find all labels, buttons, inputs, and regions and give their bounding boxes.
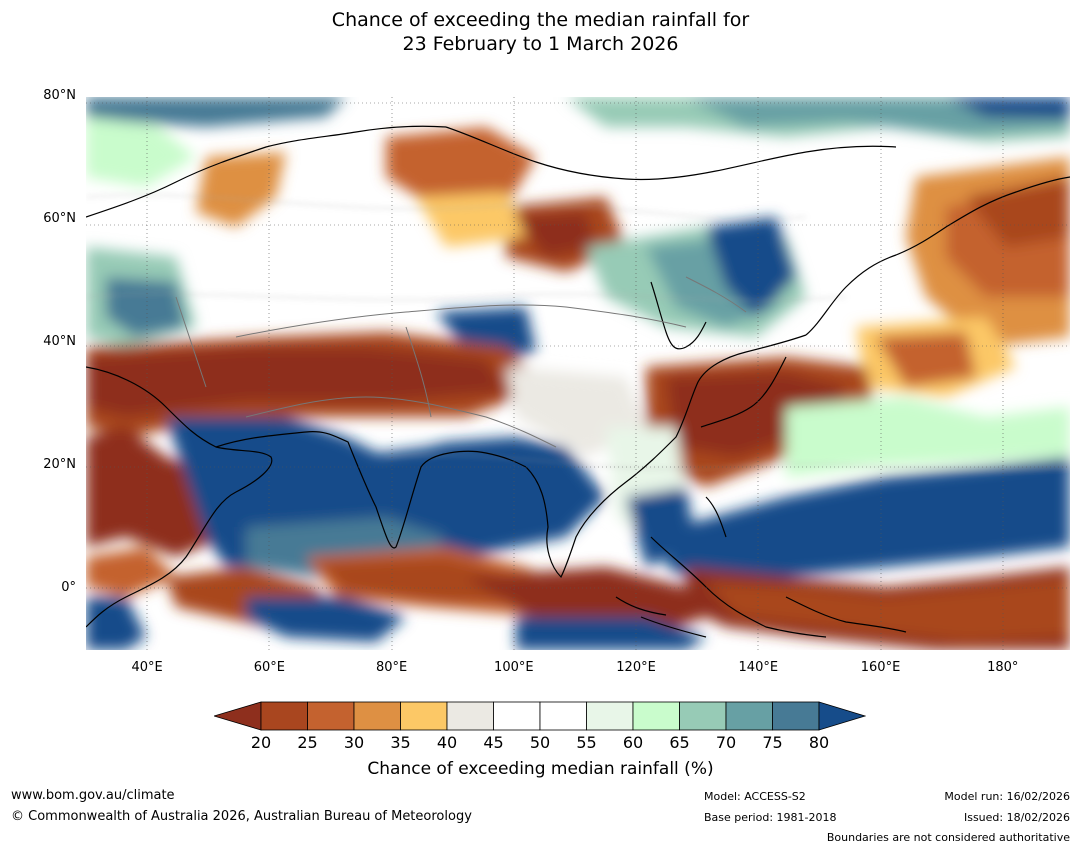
colorbar-tick-label: 25 bbox=[297, 733, 318, 752]
colorbar-bin bbox=[307, 701, 355, 731]
longitude-tick-label: 80°E bbox=[375, 660, 408, 675]
colorbar-bin bbox=[539, 701, 587, 731]
coastlines bbox=[86, 125, 1070, 638]
colorbar-tick-label: 65 bbox=[669, 733, 690, 752]
colorbar-bin bbox=[493, 701, 541, 731]
colorbar-tick-label: 80 bbox=[808, 733, 830, 752]
colorbar-bin bbox=[772, 701, 820, 731]
rainfall-map bbox=[86, 97, 1070, 650]
colorbar-title: Chance of exceeding median rainfall (%) bbox=[367, 759, 714, 779]
colorbar-tick-label: 20 bbox=[250, 733, 272, 752]
footer-model: Model: ACCESS-S2 bbox=[704, 790, 806, 803]
latitude-tick-label: 0° bbox=[61, 579, 76, 595]
colorbar-bin bbox=[679, 701, 727, 731]
footer-base-period: Base period: 1981-2018 bbox=[704, 811, 837, 824]
colorbar-bin bbox=[586, 701, 634, 731]
footer-issued: Issued: 18/02/2026 bbox=[963, 811, 1070, 824]
longitude-tick-label: 40°E bbox=[131, 660, 163, 675]
colorbar-tick-label: 40 bbox=[436, 733, 458, 752]
colorbar-extend-low bbox=[214, 701, 262, 731]
colorbar-tick-label: 35 bbox=[390, 733, 411, 752]
footer-disclaimer: Boundaries are not considered authoritat… bbox=[826, 831, 1070, 844]
rainfall-map-canvas bbox=[86, 97, 1070, 650]
colorbar-bin bbox=[260, 701, 308, 731]
map-title-line-1: Chance of exceeding the median rainfall … bbox=[331, 9, 750, 31]
colorbar-tick-label: 50 bbox=[529, 733, 551, 752]
longitude-tick-label: 60°E bbox=[253, 660, 285, 675]
longitude-tick-label: 100°E bbox=[494, 660, 534, 675]
colorbar-tick-label: 55 bbox=[576, 733, 597, 752]
colorbar-tick-label: 45 bbox=[483, 733, 504, 752]
graticule bbox=[86, 97, 1070, 650]
colorbar-extend-high bbox=[818, 701, 866, 731]
country-borders bbox=[175, 276, 747, 448]
colorbar-bin bbox=[632, 701, 680, 731]
longitude-tick-label: 160°E bbox=[860, 660, 901, 675]
probability-field bbox=[86, 97, 1070, 650]
colorbar-tick-label: 60 bbox=[622, 733, 644, 752]
longitude-tick-label: 140°E bbox=[738, 660, 779, 675]
footer-model-run: Model run: 16/02/2026 bbox=[944, 790, 1070, 803]
colorbar-tick-label: 75 bbox=[762, 733, 783, 752]
map-title-line-2: 23 February to 1 March 2026 bbox=[402, 33, 679, 55]
latitude-tick-label: 60°N bbox=[43, 210, 76, 226]
latitude-tick-label: 40°N bbox=[43, 333, 76, 349]
colorbar-bin bbox=[446, 701, 494, 731]
longitude-tick-label: 120°E bbox=[616, 660, 656, 675]
footer-url: www.bom.gov.au/climate bbox=[11, 788, 175, 803]
colorbar-bin bbox=[725, 701, 773, 731]
colorbar-tick-label: 70 bbox=[715, 733, 737, 752]
colorbar-tick-label: 30 bbox=[343, 733, 365, 752]
colorbar-bin bbox=[400, 701, 448, 731]
longitude-tick-label: 180° bbox=[987, 660, 1019, 675]
footer-copyright: © Commonwealth of Australia 2026, Austra… bbox=[11, 809, 472, 824]
latitude-tick-label: 20°N bbox=[43, 456, 76, 472]
latitude-tick-label: 80°N bbox=[43, 88, 76, 103]
colorbar-bin bbox=[353, 701, 401, 731]
colorbar bbox=[214, 701, 866, 731]
